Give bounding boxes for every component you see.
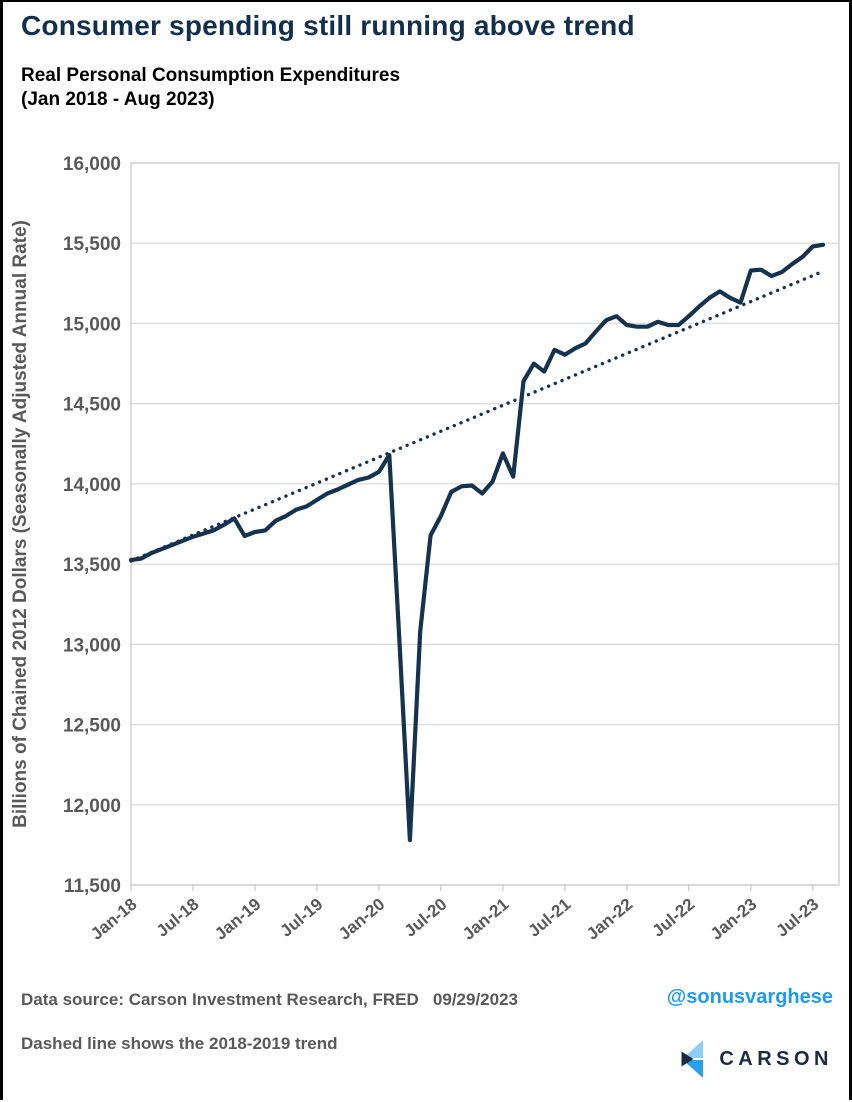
chart-subtitle-line1: Real Personal Consumption Expenditures bbox=[21, 65, 401, 86]
trend-dotted-line bbox=[129, 269, 825, 563]
chart-subtitle-line2: (Jan 2018 - Aug 2023) bbox=[21, 89, 215, 111]
y-tick-label: 12,500 bbox=[63, 716, 121, 737]
x-tick-label: Jul-23 bbox=[773, 895, 823, 941]
data-source-text: Data source: Carson Investment Research,… bbox=[21, 990, 518, 1009]
chart-subtitle: Real Personal Consumption Expenditures (… bbox=[21, 64, 621, 113]
y-tick-label: 14,500 bbox=[63, 395, 121, 416]
x-tick-label: Jul-19 bbox=[277, 895, 327, 941]
x-tick-label: Jan-22 bbox=[583, 895, 636, 944]
y-tick-label: 14,000 bbox=[63, 475, 121, 496]
x-tick-label: Jul-22 bbox=[649, 895, 699, 941]
x-tick-label: Jan-18 bbox=[87, 895, 140, 944]
plot-frame bbox=[130, 162, 840, 886]
x-tick-label: Jul-21 bbox=[525, 895, 575, 941]
carson-wordmark: CARSON bbox=[719, 1047, 833, 1070]
x-tick-label: Jan-19 bbox=[211, 895, 264, 944]
y-tick-label: 12,000 bbox=[63, 796, 121, 817]
y-tick-label: 15,000 bbox=[63, 314, 121, 335]
x-tick-label: Jan-23 bbox=[707, 895, 760, 944]
carson-logo: CARSON bbox=[679, 1039, 833, 1079]
y-tick-label: 16,000 bbox=[63, 154, 121, 175]
trend-note-text: Dashed line shows the 2018-2019 trend bbox=[21, 1034, 338, 1053]
chart-plot: 16,000 15,500 15,000 14,500 14,000 13,500 13,0… bbox=[10, 154, 840, 944]
carson-chevron-icon bbox=[681, 1040, 704, 1078]
x-tick-label: Jan-21 bbox=[459, 895, 512, 944]
x-tick-label: Jan-20 bbox=[335, 895, 388, 944]
twitter-handle-link[interactable]: @sonusvarghese bbox=[666, 986, 833, 1008]
y-tick-label: 11,500 bbox=[64, 876, 121, 897]
y-tick-label: 13,000 bbox=[63, 635, 121, 656]
y-tick-label: 13,500 bbox=[63, 555, 121, 576]
page-title: Consumer spending still running above tr… bbox=[21, 10, 635, 41]
y-tick-label: 15,500 bbox=[63, 234, 121, 255]
y-axis-title: Billions of Chained 2012 Dollars (Season… bbox=[10, 220, 31, 828]
x-tick-label: Jul-18 bbox=[153, 895, 203, 941]
pce-line bbox=[128, 242, 826, 843]
x-tick-label: Jul-20 bbox=[401, 895, 451, 941]
